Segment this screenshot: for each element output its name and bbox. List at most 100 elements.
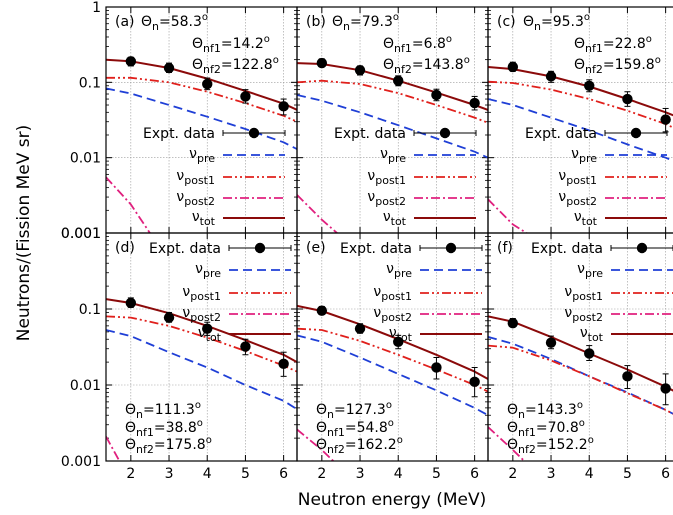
series-line-post2 bbox=[297, 428, 334, 461]
series-line-post2 bbox=[106, 436, 121, 461]
data-point bbox=[545, 337, 557, 348]
x-tick-label: 5 bbox=[623, 466, 632, 482]
data-point bbox=[202, 323, 213, 334]
legend-label-post1: νpost1 bbox=[176, 168, 215, 187]
legend-label-expt: Expt. data bbox=[340, 241, 412, 257]
angle-label: Θnf2=175.8o bbox=[125, 435, 212, 456]
angle-label: Θn=95.3o bbox=[523, 12, 590, 33]
data-point bbox=[354, 323, 366, 334]
legend-label-tot: νtot bbox=[574, 209, 598, 228]
series-line-post2 bbox=[106, 176, 151, 233]
x-tick-label: 3 bbox=[165, 466, 174, 482]
legend-label-post1: νpost1 bbox=[558, 168, 597, 187]
angle-label: Θnf2=152.2o bbox=[507, 435, 594, 456]
angle-label: Θnf1=22.8o bbox=[574, 34, 652, 55]
legend-label-expt: Expt. data bbox=[334, 126, 406, 142]
data-point bbox=[393, 336, 404, 348]
angle-label: Θnf1=14.2o bbox=[192, 34, 270, 55]
legend-swatch-expt bbox=[248, 127, 260, 139]
x-tick-label: 6 bbox=[661, 466, 670, 482]
data-point bbox=[469, 376, 480, 388]
data-point bbox=[393, 75, 404, 86]
legend-label-expt: Expt. data bbox=[531, 241, 603, 257]
series-line-post2 bbox=[488, 198, 529, 233]
legend-label-post2: νpost2 bbox=[176, 189, 215, 208]
angle-label: Θnf1=38.8o bbox=[125, 418, 203, 439]
data-point bbox=[660, 114, 671, 125]
y-tick-label: 0.001 bbox=[61, 454, 101, 470]
legend-swatch-expt bbox=[439, 127, 451, 139]
legend-label-post2: νpost2 bbox=[558, 189, 597, 208]
legend-swatch-expt bbox=[636, 242, 648, 254]
legend-label-post1: νpost1 bbox=[373, 284, 412, 303]
data-point bbox=[240, 91, 251, 102]
data-point bbox=[354, 64, 366, 76]
x-tick-label: 2 bbox=[126, 466, 135, 482]
x-tick-label: 2 bbox=[317, 466, 326, 482]
angle-label: Θnf2=162.2o bbox=[316, 435, 403, 456]
legend-label-tot: νtot bbox=[383, 209, 407, 228]
panel-label: (e) bbox=[306, 240, 326, 256]
panel-label: (f) bbox=[497, 240, 513, 256]
y-tick-label: 0.001 bbox=[61, 226, 101, 242]
x-tick-label: 6 bbox=[470, 466, 479, 482]
legend-label-tot: νtot bbox=[198, 325, 222, 344]
series-line-pre bbox=[106, 329, 297, 410]
data-point bbox=[316, 57, 328, 69]
x-tick-label: 6 bbox=[279, 466, 288, 482]
x-tick-label: 3 bbox=[547, 466, 556, 482]
y-tick-label: 0.01 bbox=[70, 378, 101, 394]
x-axis-label: Neutron energy (MeV) bbox=[298, 490, 486, 510]
legend-label-tot: νtot bbox=[580, 325, 604, 344]
legend-label-post2: νpost2 bbox=[373, 305, 412, 324]
legend-label-pre: νpre bbox=[189, 146, 215, 165]
series-line-post2 bbox=[297, 194, 339, 233]
y-tick-label: 1 bbox=[92, 0, 101, 16]
angle-label: Θnf2=122.8o bbox=[192, 55, 279, 76]
legend-label-tot: νtot bbox=[389, 325, 413, 344]
legend-label-post1: νpost1 bbox=[367, 168, 406, 187]
series-line-post1 bbox=[297, 79, 488, 124]
data-point bbox=[125, 56, 137, 67]
panel-label: (b) bbox=[306, 14, 326, 30]
panel-label: (d) bbox=[115, 240, 135, 256]
legend-label-tot: νtot bbox=[192, 209, 216, 228]
angle-label: Θn=127.3o bbox=[316, 400, 392, 421]
data-point bbox=[163, 312, 175, 323]
legend-swatch-expt bbox=[630, 127, 642, 139]
legend-label-pre: νpre bbox=[571, 146, 597, 165]
angle-label: Θnf1=70.8o bbox=[507, 418, 585, 439]
legend-label-pre: νpre bbox=[386, 261, 412, 280]
data-point bbox=[622, 93, 633, 105]
data-point bbox=[584, 348, 595, 359]
series-line-post1 bbox=[106, 76, 297, 123]
y-axis-label: Neutrons/(Fission MeV sr) bbox=[14, 125, 34, 342]
x-tick-label: 2 bbox=[508, 466, 517, 482]
x-tick-label: 4 bbox=[585, 466, 594, 482]
panel-label: (c) bbox=[497, 14, 516, 30]
x-tick-label: 4 bbox=[394, 466, 403, 482]
data-point bbox=[431, 89, 442, 101]
legend-label-expt: Expt. data bbox=[149, 241, 221, 257]
legend-label-pre: νpre bbox=[577, 261, 603, 280]
series-group bbox=[297, 62, 488, 233]
data-point bbox=[202, 78, 213, 90]
y-tick-label: 0.01 bbox=[70, 151, 101, 167]
angle-label: Θnf2=143.8o bbox=[383, 55, 470, 76]
legend-label-post2: νpost2 bbox=[367, 189, 406, 208]
data-point bbox=[545, 71, 557, 82]
data-point bbox=[431, 362, 442, 373]
angle-label: Θn=79.3o bbox=[332, 12, 399, 33]
data-point bbox=[163, 62, 175, 74]
